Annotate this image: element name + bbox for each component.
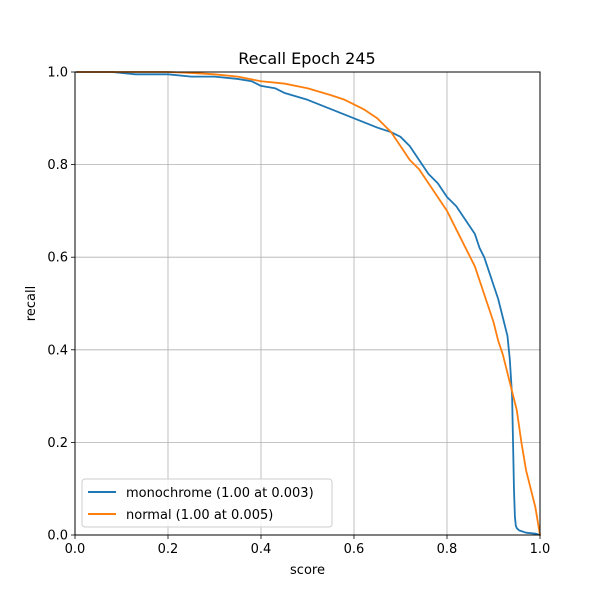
grid-layer — [74, 71, 541, 536]
plot-frame — [74, 71, 541, 536]
x-tick-label-0: 0.0 — [65, 542, 86, 557]
x-tick-label-1: 0.2 — [158, 542, 179, 557]
series-line-normal — [76, 71, 541, 536]
y-axis-label: recall — [24, 286, 39, 321]
x-tick-label-3: 0.6 — [344, 542, 365, 557]
legend-box — [81, 478, 333, 528]
y-tick-label-3: 0.6 — [47, 251, 68, 266]
x-tick-label-2: 0.4 — [251, 542, 272, 557]
axes-frame — [74, 71, 541, 536]
y-tick-label-2: 0.4 — [47, 343, 68, 358]
chart-title: Recall Epoch 245 — [238, 49, 375, 68]
tick-layer: 0.0 0.2 0.4 0.6 0.8 1.0 0.0 0.2 0.4 0.6 0.8 1.0 — [47, 66, 550, 558]
x-tick-label-4: 0.8 — [437, 542, 458, 557]
series-line-monochrome — [75, 71, 541, 536]
y-tick-label-4: 0.8 — [47, 158, 68, 173]
x-tick-label-5: 1.0 — [530, 542, 551, 557]
legend-label-normal: normal (1.00 at 0.005) — [126, 508, 273, 523]
y-tick-label-1: 0.2 — [47, 436, 68, 451]
y-tick-label-0: 0.0 — [47, 529, 68, 544]
x-axis-label: score — [290, 563, 325, 578]
y-tick-label-5: 1.0 — [47, 66, 68, 81]
legend: monochrome (1.00 at 0.003) normal (1.00 … — [81, 478, 333, 528]
legend-label-monochrome: monochrome (1.00 at 0.003) — [126, 486, 314, 501]
series-layer — [75, 71, 541, 536]
